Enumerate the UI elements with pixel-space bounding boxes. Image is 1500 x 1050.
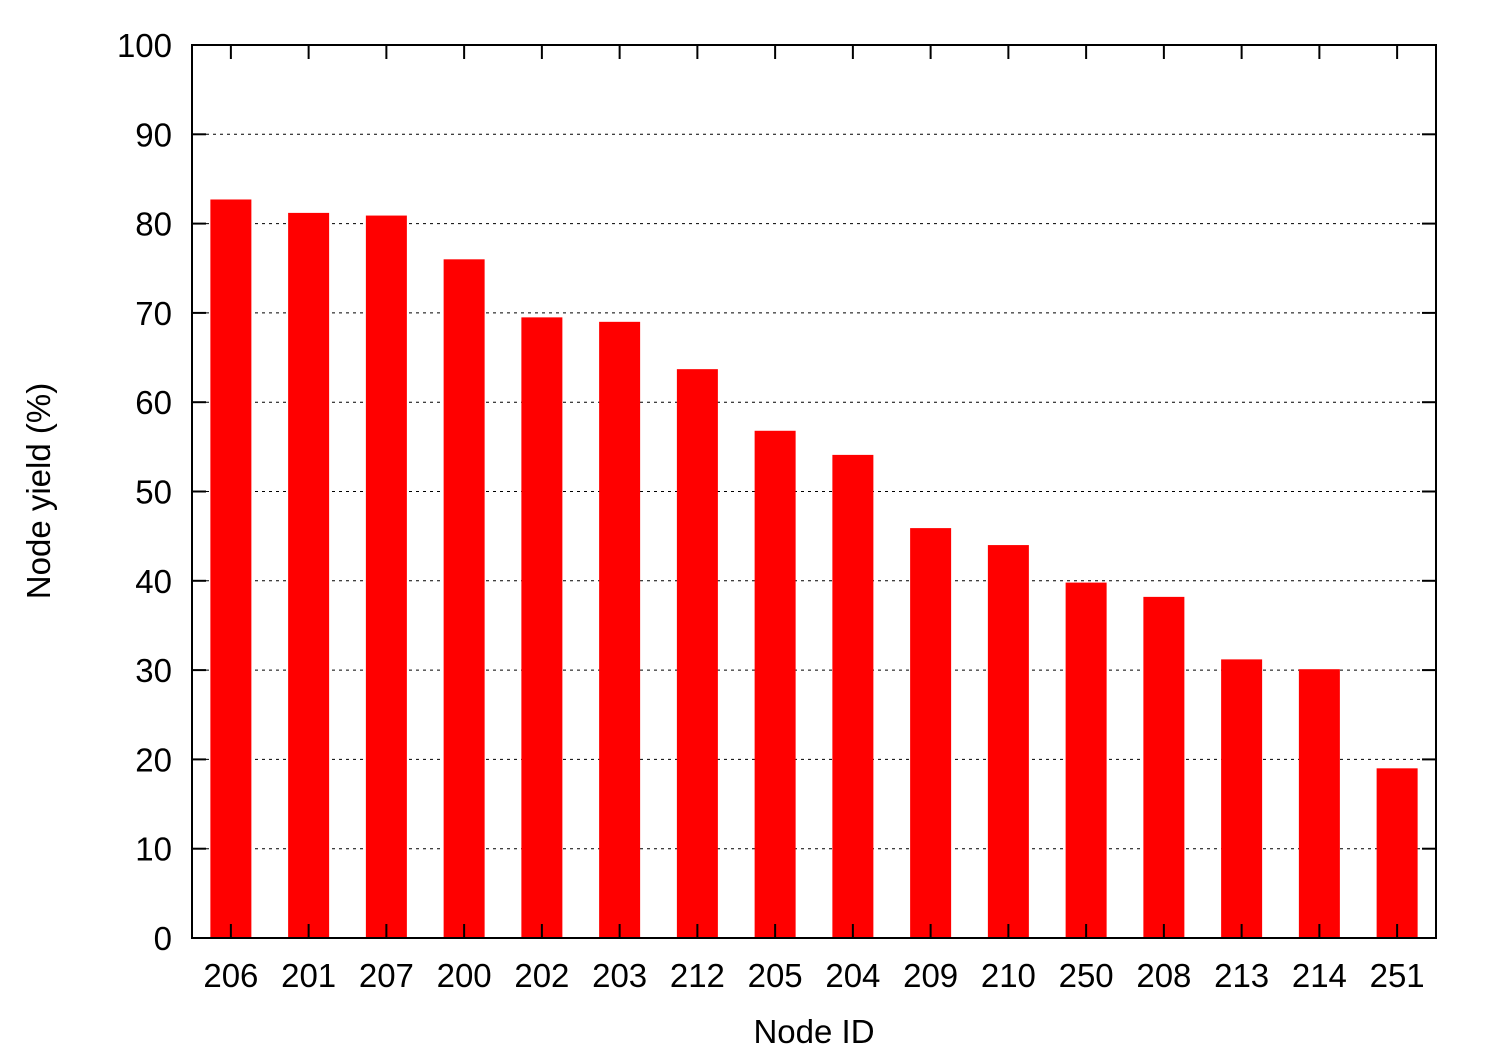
y-tick-label: 80 bbox=[135, 206, 172, 243]
y-tick-label: 90 bbox=[135, 116, 172, 153]
x-tick-label: 203 bbox=[592, 957, 647, 994]
x-tick-label: 204 bbox=[825, 957, 880, 994]
x-tick-label: 207 bbox=[359, 957, 414, 994]
x-tick-label: 214 bbox=[1292, 957, 1347, 994]
y-tick-label: 70 bbox=[135, 295, 172, 332]
bar-210 bbox=[987, 545, 1029, 938]
bar-204 bbox=[832, 454, 874, 938]
bar-209 bbox=[910, 528, 952, 938]
y-tick-label: 30 bbox=[135, 652, 172, 689]
bars bbox=[210, 199, 1418, 939]
x-axis-tick-labels: 206 201 207 200 202 203 212 205 204 209 210 250 208 2… bbox=[203, 957, 1424, 994]
x-tick-label: 251 bbox=[1370, 957, 1425, 994]
x-tick-label: 210 bbox=[981, 957, 1036, 994]
x-tick-label: 250 bbox=[1059, 957, 1114, 994]
bar-206 bbox=[210, 199, 252, 938]
bar-203 bbox=[599, 321, 641, 939]
y-tick-label: 60 bbox=[135, 384, 172, 421]
x-tick-label: 209 bbox=[903, 957, 958, 994]
bar-205 bbox=[754, 430, 796, 938]
y-tick-label: 100 bbox=[117, 27, 172, 64]
bar-214 bbox=[1298, 669, 1340, 938]
y-tick-label: 10 bbox=[135, 831, 172, 868]
bar-251 bbox=[1376, 768, 1418, 938]
x-axis-title: Node ID bbox=[753, 1013, 874, 1050]
y-axis-tick-labels: 0 10 20 30 40 50 60 70 80 90 100 bbox=[117, 27, 172, 957]
x-tick-label: 205 bbox=[748, 957, 803, 994]
bar-208 bbox=[1143, 596, 1185, 938]
axis-ticks bbox=[192, 44, 1436, 939]
bar-201 bbox=[288, 212, 330, 938]
bar-212 bbox=[676, 369, 718, 938]
bar-213 bbox=[1221, 659, 1263, 938]
x-tick-label: 213 bbox=[1214, 957, 1269, 994]
x-tick-label: 206 bbox=[203, 957, 258, 994]
y-tick-label: 20 bbox=[135, 741, 172, 778]
bar-200 bbox=[443, 259, 485, 938]
x-tick-label: 200 bbox=[437, 957, 492, 994]
x-tick-label: 202 bbox=[514, 957, 569, 994]
bar-202 bbox=[521, 317, 563, 938]
bar-207 bbox=[365, 215, 407, 939]
y-tick-label: 0 bbox=[154, 920, 172, 957]
y-tick-label: 40 bbox=[135, 563, 172, 600]
x-tick-label: 208 bbox=[1136, 957, 1191, 994]
y-tick-label: 50 bbox=[135, 474, 172, 511]
x-tick-label: 212 bbox=[670, 957, 725, 994]
bar-250 bbox=[1065, 582, 1107, 938]
y-axis-title: Node yield (%) bbox=[20, 383, 57, 599]
x-tick-label: 201 bbox=[281, 957, 336, 994]
